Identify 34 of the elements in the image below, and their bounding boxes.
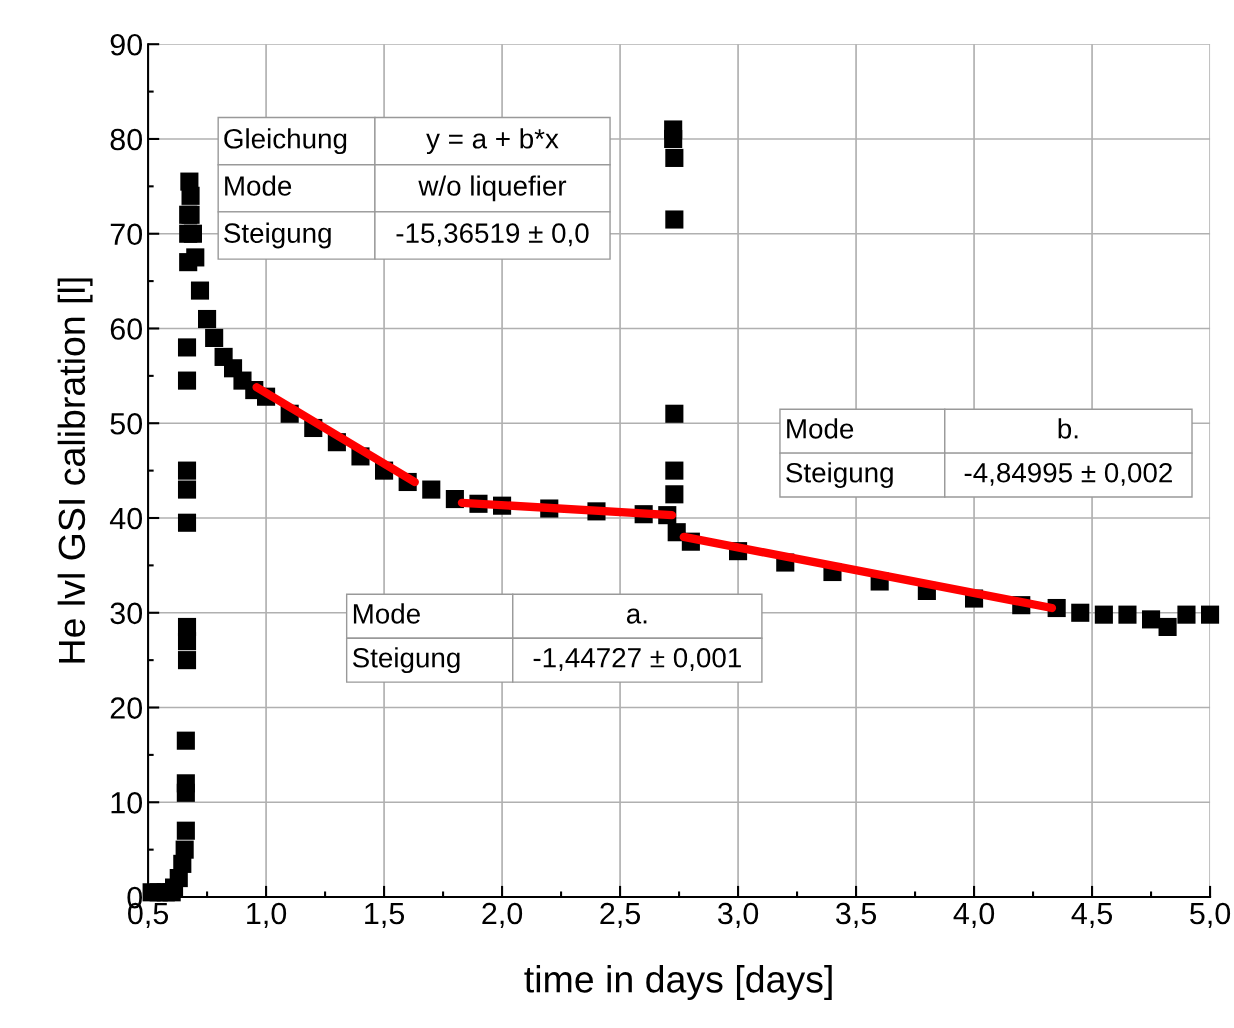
x-axis-title: time in days [days] xyxy=(524,965,832,1001)
x-tick-label: 1,0 xyxy=(247,902,287,928)
annotation: Mode xyxy=(787,418,854,439)
x-tick-label: 2,5 xyxy=(600,902,641,928)
annotation: Steigung xyxy=(224,222,331,249)
y-axis-title: He lvl GSI calibration [l] xyxy=(57,278,93,663)
annotation: Steigung xyxy=(786,462,893,489)
annotation: Mode xyxy=(225,175,292,196)
y-tick-label: 20 xyxy=(110,697,143,719)
annotation: -15,36519 ± 0,0 xyxy=(396,223,589,247)
x-tick-label: 1,5 xyxy=(365,903,405,928)
annotation: b. xyxy=(1058,418,1078,439)
annotation: -1,44727 ± 0,001 xyxy=(533,647,741,671)
x-tick-label: 2,0 xyxy=(482,902,523,928)
y-tick-label: 90 xyxy=(110,33,143,56)
annotation: -4,84995 ± 0,002 xyxy=(964,462,1172,486)
y-tick-label: 50 xyxy=(110,412,143,435)
annotation: y = a + b*x xyxy=(426,128,559,155)
y-tick-label: 70 xyxy=(110,223,143,246)
x-tick-label: 4,0 xyxy=(953,902,995,928)
y-tick-label: 10 xyxy=(111,792,143,814)
annotation: w/o liquefier xyxy=(418,175,567,202)
x-tick-label: 4,5 xyxy=(1071,903,1113,928)
x-tick-label: 5,0 xyxy=(1190,902,1231,928)
annotation: Gleichung xyxy=(224,128,347,155)
y-tick-label: 80 xyxy=(110,128,143,151)
x-tick-label: 3,0 xyxy=(718,902,759,928)
annotation: Mode xyxy=(353,603,420,624)
x-tick-label: 3,5 xyxy=(836,902,877,928)
annotation: Steigung xyxy=(352,647,460,674)
y-tick-label: 40 xyxy=(109,507,143,530)
y-tick-label: 30 xyxy=(110,602,143,625)
annotation: a. xyxy=(626,608,647,624)
y-tick-label: 60 xyxy=(110,318,143,340)
